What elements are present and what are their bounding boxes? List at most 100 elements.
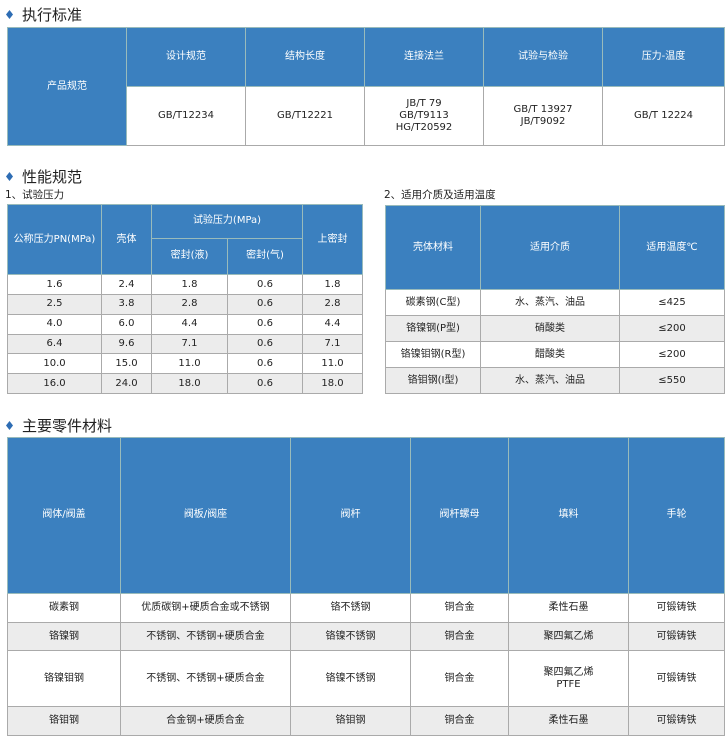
table-cell: 铬钼钢(I型)	[385, 367, 481, 394]
header-cell: 试验与检验	[483, 27, 603, 87]
table-cell: 2.8	[151, 293, 228, 315]
media-caption: 2、适用介质及适用温度	[384, 189, 496, 201]
header-cell: 压力-温度	[602, 27, 725, 87]
table-cell: 0.6	[226, 353, 304, 375]
header-cell: 阀板/阀座	[120, 437, 291, 594]
header-cell: 填料	[508, 437, 629, 594]
table-cell: 铬镍不锈钢	[290, 650, 411, 708]
table-cell: 24.0	[101, 373, 152, 394]
table-cell: 11.0	[302, 353, 363, 375]
table-row: 1.6 2.4 1.8 0.6 1.8	[7, 274, 363, 295]
table-cell: 0.6	[226, 313, 304, 335]
value-cell: GB/T12234	[126, 86, 246, 146]
table-cell: 11.0	[151, 353, 228, 375]
header-cell: 适用介质	[480, 205, 620, 290]
table-cell: 10.0	[7, 353, 102, 375]
section-title-standards: 执行标准	[6, 4, 82, 25]
table-cell: ≤550	[619, 367, 725, 394]
table-cell: 铬镍钢	[7, 621, 121, 652]
table-row: 4.0 6.0 4.4 0.6 4.4	[7, 313, 363, 335]
table-cell: 可锻铸铁	[628, 706, 725, 736]
table-cell: 碳素钢	[7, 592, 121, 623]
table-cell: 铬镍钼钢(R型)	[385, 341, 481, 368]
table-row: 碳素钢(C型) 水、蒸汽、油品 ≤425	[385, 289, 725, 316]
table-row: 铬镍钢(P型) 硝酸类 ≤200	[385, 315, 725, 342]
header-cell: 公称压力PN(MPa)	[7, 203, 102, 276]
table-cell: 聚四氟乙烯	[508, 621, 629, 652]
table-cell: 7.1	[151, 333, 228, 355]
table-cell: 1.8	[151, 274, 228, 295]
header-cell: 壳体材料	[385, 205, 481, 290]
header-cell: 阀杆	[290, 437, 411, 594]
table-cell: 2.5	[7, 293, 102, 315]
table-cell: 18.0	[302, 373, 363, 394]
table-row: 铬镍钼钢(R型) 醋酸类 ≤200	[385, 341, 725, 368]
header-cell: 阀体/阀盖	[7, 437, 121, 594]
table-row: 10.0 15.0 11.0 0.6 11.0	[7, 353, 363, 375]
table-cell: 2.8	[302, 293, 363, 315]
table-cell: 16.0	[7, 373, 102, 394]
diamond-bullet-icon	[6, 172, 13, 181]
table-cell: 3.8	[101, 293, 152, 315]
table-cell: 4.0	[7, 313, 102, 335]
table-cell: 15.0	[101, 353, 152, 375]
table-row: 铬钼钢 合金钢+硬质合金 铬钼钢 铜合金 柔性石墨 可锻铸铁	[7, 706, 725, 736]
table-cell: 2.4	[101, 274, 152, 295]
table-cell: 铬钼钢	[290, 706, 411, 736]
row-label: 产品规范	[7, 27, 127, 146]
header-cell: 密封(液)	[151, 237, 228, 276]
pressure-caption: 1、试验压力	[5, 189, 65, 201]
table-row: 16.0 24.0 18.0 0.6 18.0	[7, 373, 363, 394]
table-cell: 铬镍钢(P型)	[385, 315, 481, 342]
table-row: 2.5 3.8 2.8 0.6 2.8	[7, 293, 363, 315]
value-cell: GB/T 12224	[602, 86, 725, 146]
table-cell: 9.6	[101, 333, 152, 355]
table-cell: 可锻铸铁	[628, 621, 725, 652]
table-cell: 铬镍钼钢	[7, 650, 121, 708]
header-cell: 上密封	[302, 203, 363, 276]
table-row: 铬钼钢(I型) 水、蒸汽、油品 ≤550	[385, 367, 725, 394]
table-cell: 醋酸类	[480, 341, 620, 368]
table-cell: 4.4	[151, 313, 228, 335]
table-cell: 铬钼钢	[7, 706, 121, 736]
table-cell: 1.6	[7, 274, 102, 295]
table-cell: 铜合金	[410, 592, 509, 623]
table-cell: 合金钢+硬质合金	[120, 706, 291, 736]
header-cell: 适用温度℃	[619, 205, 725, 290]
table-cell: 铜合金	[410, 706, 509, 736]
table-row: 碳素钢 优质碳钢+硬质合金或不锈钢 铬不锈钢 铜合金 柔性石墨 可锻铸铁	[7, 592, 725, 623]
table-cell: ≤200	[619, 315, 725, 342]
table-cell: 优质碳钢+硬质合金或不锈钢	[120, 592, 291, 623]
table-cell: 7.1	[302, 333, 363, 355]
table-cell: 可锻铸铁	[628, 592, 725, 623]
value-cell: GB/T12221	[245, 86, 365, 146]
section-title-materials: 主要零件材料	[6, 415, 112, 436]
table-cell: 铜合金	[410, 650, 509, 708]
table-cell: 水、蒸汽、油品	[480, 289, 620, 316]
section-title-text: 主要零件材料	[22, 417, 113, 435]
header-cell: 密封(气)	[226, 237, 304, 276]
materials-table: 阀体/阀盖 阀板/阀座 阀杆 阀杆螺母 填料 手轮 碳素钢 优质碳钢+硬质合金或不锈钢 铬不锈…	[7, 437, 725, 736]
table-cell: 1.8	[302, 274, 363, 295]
header-cell: 结构长度	[245, 27, 365, 87]
table-cell: 6.4	[7, 333, 102, 355]
table-cell: 不锈钢、不锈钢+硬质合金	[120, 621, 291, 652]
section-title-text: 性能规范	[22, 168, 83, 186]
table-cell: 硝酸类	[480, 315, 620, 342]
table-cell: 可锻铸铁	[628, 650, 725, 708]
table-cell: 柔性石墨	[508, 706, 629, 736]
table-cell: 0.6	[226, 373, 304, 394]
table-cell: 18.0	[151, 373, 228, 394]
diamond-bullet-icon	[6, 421, 13, 430]
table-cell: 0.6	[226, 293, 304, 315]
table-cell: 不锈钢、不锈钢+硬质合金	[120, 650, 291, 708]
header-cell: 壳体	[101, 203, 152, 276]
section-title-performance: 性能规范	[6, 166, 82, 187]
table-cell: 铜合金	[410, 621, 509, 652]
table-row: 铬镍钼钢 不锈钢、不锈钢+硬质合金 铬镍不锈钢 铜合金 聚四氟乙烯 PTFE 可锻铸铁	[7, 650, 725, 708]
table-cell: ≤200	[619, 341, 725, 368]
table-row: 6.4 9.6 7.1 0.6 7.1	[7, 333, 363, 355]
header-cell: 试验压力(MPa)	[150, 204, 304, 239]
table-cell: 柔性石墨	[508, 592, 629, 623]
table-cell: 0.6	[226, 333, 304, 355]
